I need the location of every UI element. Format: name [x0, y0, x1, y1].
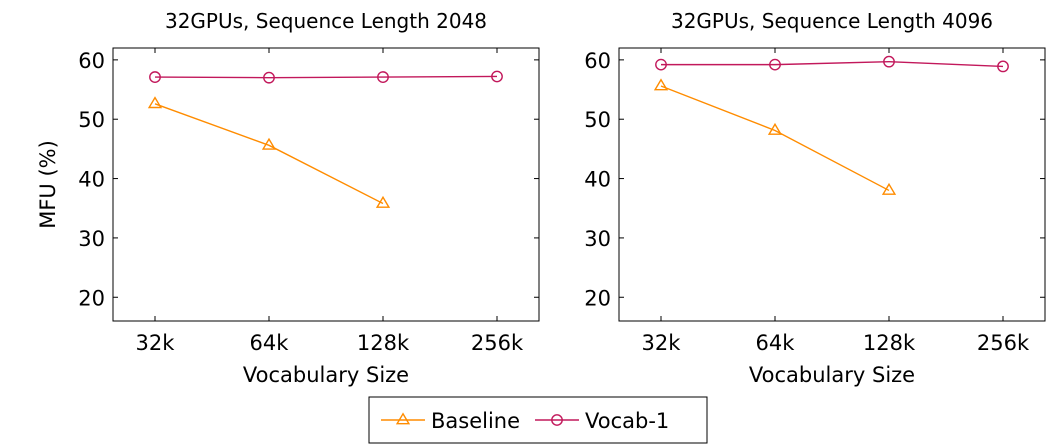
data-point-vocab-1	[377, 71, 389, 83]
x-tick-label: 64k	[250, 331, 290, 355]
y-tick-label: 20	[78, 286, 105, 310]
y-tick-label: 50	[78, 108, 105, 132]
y-tick-label: 40	[584, 168, 611, 192]
data-point-vocab-1	[263, 71, 275, 84]
series-line-vocab-1	[154, 75, 498, 79]
legend-label-vocab-1: Vocab-1	[585, 409, 669, 433]
data-point-vocab-1	[883, 55, 895, 68]
data-point-vocab-1	[149, 71, 161, 83]
data-point-baseline	[147, 96, 163, 109]
series-line-baseline	[660, 85, 890, 192]
y-tick-label: 30	[78, 227, 105, 251]
x-tick-label: 32k	[642, 331, 682, 355]
y-tick-label: 50	[584, 108, 611, 132]
y-tick-label: 60	[584, 49, 611, 73]
legend-marker-baseline	[395, 412, 411, 425]
x-tick-label: 256k	[471, 331, 524, 355]
series-line-vocab-1	[661, 60, 1004, 68]
data-point-baseline	[881, 182, 897, 195]
data-point-baseline	[653, 78, 669, 91]
legend: Baseline Vocab-1	[368, 396, 708, 444]
plot-frame	[112, 47, 540, 322]
series-line-baseline	[154, 103, 384, 205]
y-tick-label: 30	[584, 227, 611, 251]
data-point-vocab-1	[655, 58, 667, 71]
plot-frame	[618, 47, 1046, 322]
legend-marker-vocab-1	[551, 414, 563, 426]
data-point-vocab-1	[769, 58, 781, 71]
x-tick-label: 128k	[357, 331, 410, 355]
data-point-baseline	[375, 195, 391, 208]
x-tick-label: 64k	[756, 331, 796, 355]
data-point-baseline	[261, 137, 277, 150]
data-point-baseline	[767, 122, 783, 135]
chart-panel-1: 32GPUs, Sequence Length 2048 20 30 40 50 60 32…	[36, 9, 540, 387]
data-point-vocab-1	[997, 60, 1009, 73]
chart-title: 32GPUs, Sequence Length 2048	[165, 9, 487, 33]
y-tick-label: 20	[584, 286, 611, 310]
y-axis-label: MFU (%)	[36, 140, 60, 229]
chart-panel-2: 32GPUs, Sequence Length 4096 20 30 40 50 60 32…	[584, 9, 1046, 387]
legend-label-baseline: Baseline	[431, 409, 520, 433]
data-point-vocab-1	[491, 70, 503, 83]
y-tick-label: 40	[78, 168, 105, 192]
x-axis-label: Vocabulary Size	[243, 363, 409, 387]
x-tick-label: 32k	[136, 331, 176, 355]
x-axis-label: Vocabulary Size	[749, 363, 915, 387]
y-tick-label: 60	[78, 49, 105, 73]
x-tick-label: 256k	[977, 331, 1030, 355]
chart-title: 32GPUs, Sequence Length 4096	[671, 9, 993, 33]
x-tick-label: 128k	[863, 331, 916, 355]
